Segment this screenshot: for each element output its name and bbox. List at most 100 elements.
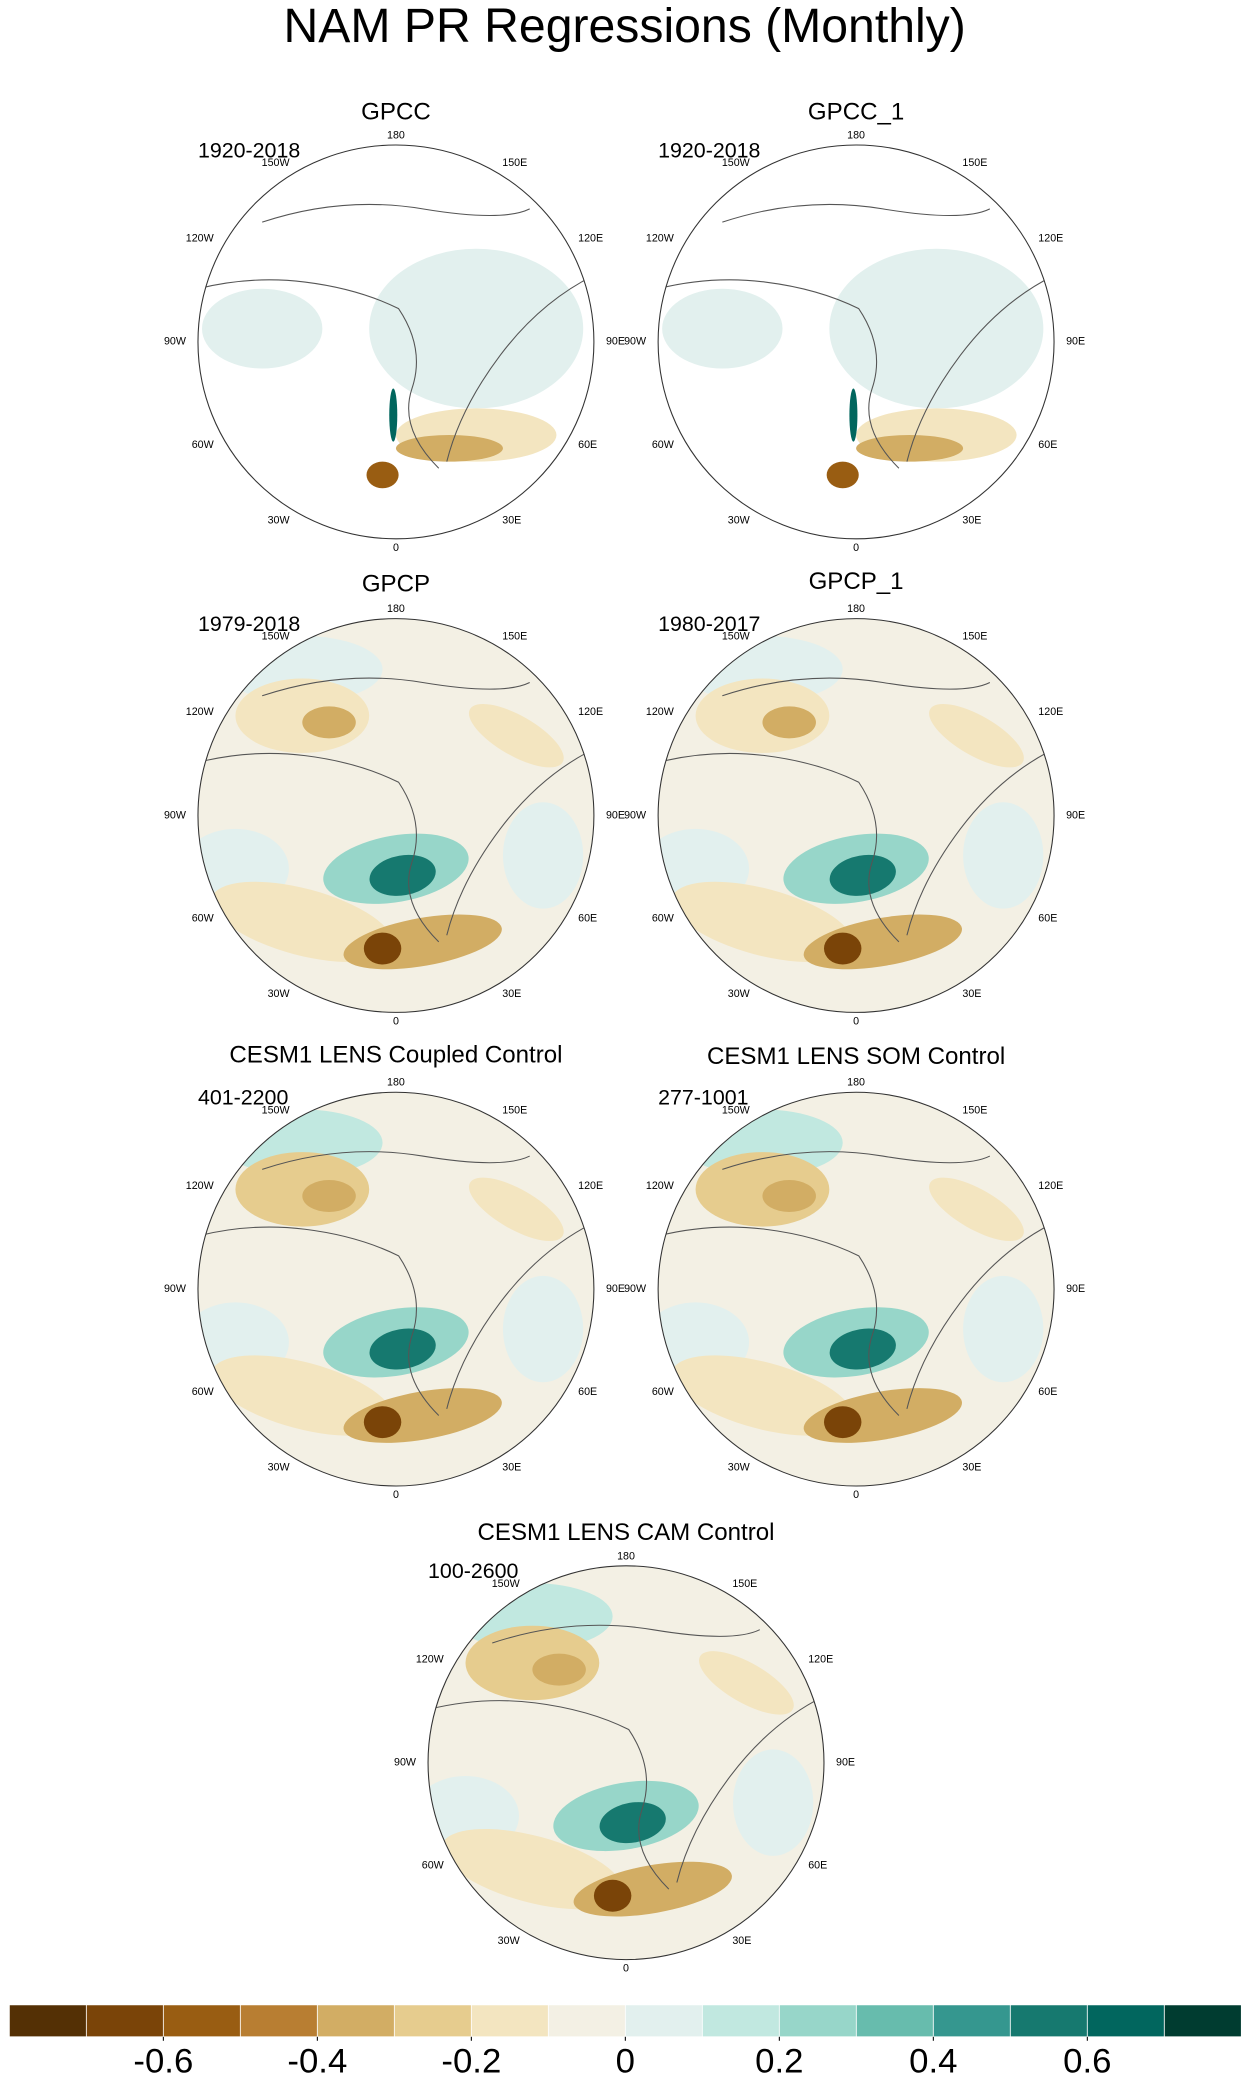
longitude-label: 180	[387, 1077, 405, 1089]
longitude-label: 60E	[808, 1860, 827, 1872]
longitude-label: 120W	[416, 1653, 445, 1665]
longitude-label: 30E	[502, 988, 521, 1000]
longitude-label: 0	[393, 1489, 399, 1501]
shade	[829, 854, 896, 896]
colorbar-label: -0.2	[441, 2043, 501, 2081]
panel-title: GPCP	[362, 571, 430, 598]
longitude-label: 120E	[1038, 1180, 1063, 1192]
longitude-label: 120E	[1038, 233, 1063, 245]
colorbar-label: 0.2	[755, 2043, 803, 2081]
longitude-label: 30E	[962, 988, 981, 1000]
longitude-label: 90W	[164, 809, 187, 821]
longitude-label: 0	[853, 542, 859, 554]
map-border	[197, 1091, 595, 1487]
longitude-label: 30W	[728, 514, 751, 526]
colorbar-label: 0	[616, 2043, 635, 2081]
shade	[823, 932, 862, 965]
colorbar-box	[85, 2004, 164, 2038]
longitude-label: 30E	[732, 1935, 751, 1947]
coastline	[428, 1624, 824, 1890]
longitude-label: 120W	[186, 706, 215, 718]
longitude-label: 90E	[1066, 809, 1085, 821]
longitude-label: 120W	[646, 706, 675, 718]
longitude-label: 120E	[578, 706, 603, 718]
map-border	[427, 1565, 825, 1961]
longitude-label: 30W	[268, 1462, 291, 1474]
longitude-label: 120W	[186, 233, 215, 245]
shade	[211, 1355, 394, 1436]
panel-title: GPCC	[361, 98, 431, 125]
longitude-label: 180	[847, 1077, 865, 1089]
longitude-label: 90E	[606, 1283, 625, 1295]
shading	[662, 248, 1044, 489]
longitude-label: 0	[853, 1489, 859, 1501]
shade	[395, 435, 503, 462]
longitude-label: 60E	[578, 1386, 597, 1398]
shade	[599, 1802, 666, 1844]
longitude-label: 150W	[722, 631, 751, 643]
colorbar-label: 0.4	[909, 2043, 957, 2081]
map-border	[657, 144, 1055, 540]
longitude-label: 120W	[186, 1180, 215, 1192]
longitude-label: 30W	[728, 988, 751, 1000]
longitude-label: 0	[393, 1016, 399, 1028]
map-panel: GPCP_1 1980-2017 180 150E 120E 90E 60E 30E 0 30W 6…	[624, 568, 1085, 1027]
shade	[823, 1406, 862, 1439]
longitude-label: 90E	[1066, 336, 1085, 348]
longitude-label: 90W	[164, 1283, 187, 1295]
colorbar-label: -0.6	[133, 2043, 193, 2081]
longitude-label: 0	[623, 1963, 629, 1975]
shade	[733, 1749, 814, 1856]
coastline	[197, 1151, 594, 1416]
longitude-label: 90W	[394, 1757, 417, 1769]
colorbar-box	[393, 2004, 472, 2038]
shade	[502, 1275, 584, 1383]
shade	[441, 1828, 624, 1910]
longitude-label: 150W	[262, 1104, 291, 1116]
shade	[662, 288, 783, 369]
map-border	[197, 618, 595, 1013]
longitude-label: 60W	[192, 1386, 215, 1398]
panel-period: 1980-2017	[658, 612, 760, 636]
longitude-label: 60E	[1038, 439, 1057, 451]
longitude-label: 150E	[502, 157, 527, 169]
coastline	[197, 677, 594, 943]
shade	[762, 1180, 816, 1212]
longitude-label: 90E	[1066, 1283, 1085, 1295]
map-panel: GPCC 1920-2018 180 150E 120E 90E 60E 30E 0 30W 60W…	[164, 98, 625, 553]
longitude-label: 60E	[1038, 912, 1057, 924]
shading	[428, 1583, 814, 1917]
longitude-label: 60W	[192, 912, 215, 924]
longitude-label: 120E	[1038, 706, 1063, 718]
shading	[201, 248, 584, 489]
colorbar-box	[701, 2004, 780, 2038]
shade	[829, 248, 1044, 409]
shade	[302, 1180, 356, 1212]
panel-title: CESM1 LENS CAM Control	[478, 1519, 775, 1546]
colorbar-box	[239, 2004, 318, 2038]
panel-period: 100-2600	[428, 1559, 519, 1583]
longitude-label: 150E	[962, 1104, 987, 1116]
longitude-label: 30E	[962, 514, 981, 526]
coastline	[658, 203, 1055, 469]
colorbar-box	[932, 2004, 1011, 2038]
longitude-label: 150W	[262, 631, 291, 643]
map-panel: CESM1 LENS SOM Control 277-1001 180 150E 120…	[624, 1043, 1085, 1501]
colorbar-box	[162, 2004, 241, 2038]
longitude-label: 180	[847, 603, 865, 615]
shade	[302, 706, 356, 739]
shading	[197, 635, 584, 970]
coastline	[658, 1151, 1055, 1416]
longitude-label: 30W	[268, 988, 291, 1000]
shade	[929, 1177, 1024, 1242]
shade	[369, 1328, 436, 1370]
shade	[363, 1406, 402, 1439]
colorbar-box	[855, 2004, 934, 2038]
shade	[929, 703, 1024, 768]
longitude-label: 90W	[164, 336, 187, 348]
shade	[201, 288, 323, 369]
shading	[197, 1109, 584, 1443]
longitude-label: 60W	[652, 1386, 675, 1398]
colorbar-box	[1009, 2004, 1088, 2038]
